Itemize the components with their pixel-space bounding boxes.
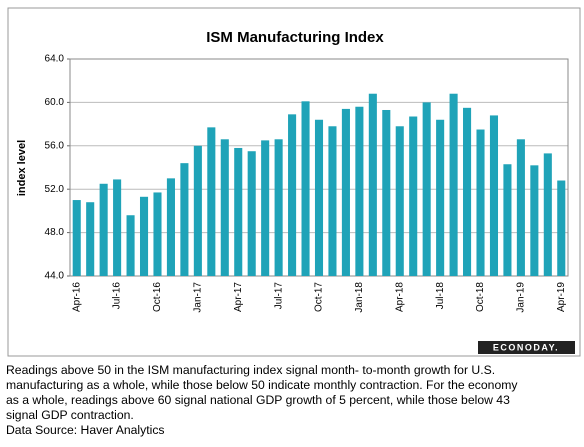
logo: ECONODAY. <box>493 342 559 352</box>
x-tick-label: Oct-16 <box>152 282 163 312</box>
bar <box>166 178 175 276</box>
bar <box>449 93 458 276</box>
bar <box>113 179 122 276</box>
bar <box>86 202 95 276</box>
x-tick-label: Jan-18 <box>354 282 365 313</box>
bar <box>557 180 566 276</box>
bar <box>328 126 337 277</box>
y-tick-label: 64.0 <box>45 54 65 65</box>
bar <box>126 215 135 276</box>
caption-source: Data Source: Haver Analytics <box>6 423 165 437</box>
chart-title: ISM Manufacturing Index <box>206 29 384 46</box>
bar <box>543 153 552 276</box>
caption-line: Readings above 50 in the ISM manufacturi… <box>6 363 496 377</box>
x-tick-label: Jul-18 <box>435 282 446 310</box>
x-tick-label: Oct-17 <box>314 282 325 312</box>
y-tick-label: 52.0 <box>45 184 65 195</box>
bar <box>261 140 270 276</box>
bar <box>314 119 324 276</box>
caption-line: signal GDP contraction. <box>6 408 134 422</box>
bar <box>489 115 499 276</box>
bar <box>274 139 283 276</box>
caption-line: as a whole, readings above 60 signal nat… <box>6 393 510 407</box>
bar <box>422 102 431 277</box>
bar <box>220 139 229 276</box>
caption: Readings above 50 in the ISM manufacturi… <box>6 363 581 438</box>
bar <box>153 192 162 276</box>
bar <box>99 183 108 276</box>
bar <box>409 116 418 276</box>
bar <box>503 164 512 276</box>
y-tick-label: 48.0 <box>45 227 65 238</box>
x-tick-label: Oct-18 <box>475 282 486 312</box>
bar <box>301 101 310 276</box>
x-tick-label: Apr-19 <box>556 282 567 312</box>
x-tick-label: Apr-18 <box>394 282 405 312</box>
logo-box <box>478 341 575 354</box>
chart: ISM Manufacturing Index index level ECON… <box>7 7 581 357</box>
bar <box>516 139 525 276</box>
bar <box>341 108 350 276</box>
bar <box>463 107 472 276</box>
bar <box>180 163 189 276</box>
x-tick-label: Jan-19 <box>516 282 527 313</box>
y-axis-label: index level <box>16 140 28 196</box>
bar <box>382 109 391 277</box>
bar <box>193 145 202 276</box>
x-tick-label: Jan-17 <box>193 282 204 313</box>
bar <box>72 200 81 276</box>
bar <box>288 114 297 277</box>
x-tick-label: Apr-16 <box>71 282 82 312</box>
bar <box>476 129 485 276</box>
bar <box>139 196 149 276</box>
bar <box>395 126 404 277</box>
caption-line: manufacturing as a whole, while those be… <box>6 378 518 392</box>
bar <box>530 165 539 276</box>
bar <box>368 93 377 276</box>
bar <box>234 147 243 276</box>
x-tick-label: Apr-17 <box>233 282 244 312</box>
y-tick-label: 44.0 <box>45 271 65 282</box>
bar <box>355 106 364 277</box>
bar <box>247 151 256 276</box>
bar <box>207 127 216 276</box>
x-tick-label: Jul-16 <box>112 282 123 310</box>
y-tick-label: 60.0 <box>45 97 65 108</box>
x-tick-label: Jul-17 <box>273 282 284 310</box>
bar <box>436 119 445 276</box>
y-tick-label: 56.0 <box>45 140 65 151</box>
